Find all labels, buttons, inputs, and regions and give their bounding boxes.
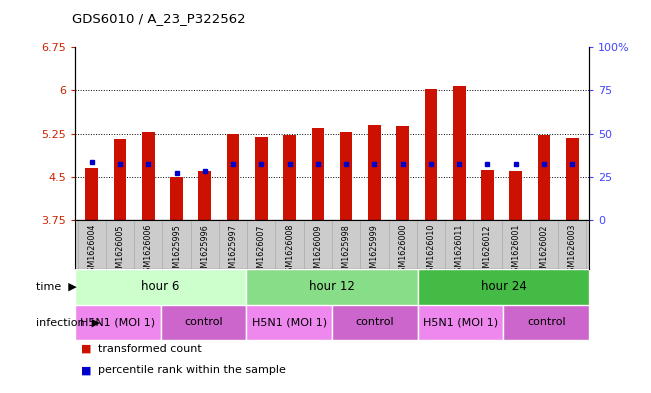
Text: hour 6: hour 6 [141, 280, 180, 294]
Text: ■: ■ [81, 365, 92, 375]
Text: GDS6010 / A_23_P322562: GDS6010 / A_23_P322562 [72, 12, 245, 25]
Text: control: control [355, 317, 394, 327]
Bar [368, 125, 381, 220]
Bar [418, 269, 589, 305]
Text: GSM1625996: GSM1625996 [201, 224, 210, 278]
Bar [453, 86, 465, 220]
Text: H5N1 (MOI 1): H5N1 (MOI 1) [80, 317, 156, 327]
Bar [246, 305, 332, 340]
Text: hour 24: hour 24 [480, 280, 527, 294]
Bar [509, 171, 522, 220]
Bar [170, 177, 183, 220]
Text: GSM1625998: GSM1625998 [342, 224, 351, 278]
Bar [75, 269, 246, 305]
Text: H5N1 (MOI 1): H5N1 (MOI 1) [423, 317, 498, 327]
Text: GSM1626005: GSM1626005 [116, 224, 124, 277]
Text: GSM1626003: GSM1626003 [568, 224, 577, 277]
Text: GSM1626012: GSM1626012 [483, 224, 492, 277]
Text: control: control [184, 317, 223, 327]
Bar [312, 128, 324, 220]
Text: ■: ■ [81, 344, 92, 354]
Text: GSM1626008: GSM1626008 [285, 224, 294, 277]
Text: control: control [527, 317, 566, 327]
Text: infection  ▶: infection ▶ [36, 317, 100, 327]
Text: GSM1626001: GSM1626001 [511, 224, 520, 277]
Text: GSM1625997: GSM1625997 [229, 224, 238, 278]
Bar [75, 305, 161, 340]
Text: GSM1626006: GSM1626006 [144, 224, 153, 277]
Bar [199, 171, 211, 220]
Text: time  ▶: time ▶ [36, 282, 77, 292]
Text: GSM1626010: GSM1626010 [426, 224, 436, 277]
Bar [340, 132, 352, 220]
Text: hour 12: hour 12 [309, 280, 355, 294]
Text: GSM1625999: GSM1625999 [370, 224, 379, 278]
Bar [283, 135, 296, 220]
Text: GSM1626002: GSM1626002 [540, 224, 548, 277]
Bar [566, 138, 579, 220]
Bar [503, 305, 589, 340]
Bar [161, 305, 246, 340]
Bar [255, 136, 268, 220]
Bar [85, 168, 98, 220]
Text: percentile rank within the sample: percentile rank within the sample [98, 365, 286, 375]
Bar [246, 269, 418, 305]
Text: GSM1626009: GSM1626009 [313, 224, 322, 277]
Bar [142, 132, 155, 220]
Text: GSM1626000: GSM1626000 [398, 224, 407, 277]
Bar [481, 170, 494, 220]
Text: transformed count: transformed count [98, 344, 201, 354]
Text: GSM1626007: GSM1626007 [257, 224, 266, 277]
Text: GSM1626011: GSM1626011 [454, 224, 464, 277]
Bar [424, 89, 437, 220]
Bar [332, 305, 418, 340]
Text: GSM1626004: GSM1626004 [87, 224, 96, 277]
Text: GSM1625995: GSM1625995 [172, 224, 181, 278]
Bar [114, 140, 126, 220]
Bar [538, 135, 550, 220]
Bar [418, 305, 503, 340]
Text: H5N1 (MOI 1): H5N1 (MOI 1) [251, 317, 327, 327]
Bar [396, 126, 409, 220]
Bar [227, 134, 240, 220]
